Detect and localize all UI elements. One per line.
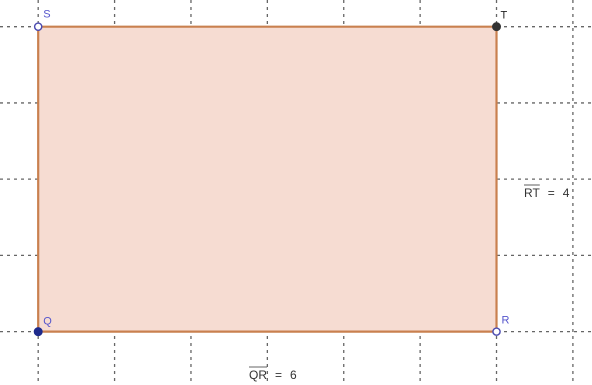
point-t[interactable] (492, 22, 502, 32)
point-label-r: R (502, 315, 510, 327)
measurement-rt-value: 4 (563, 186, 570, 200)
point-r[interactable] (492, 327, 501, 336)
measurement-rt-segment: RT (524, 186, 540, 200)
measurement-qr-segment: QR (249, 368, 267, 382)
measurement-qr-equals: = (275, 368, 282, 382)
measurement-rt-equals: = (548, 186, 555, 200)
point-label-q: Q (43, 316, 52, 328)
point-q[interactable] (33, 327, 43, 337)
measurement-qr-value: 6 (290, 368, 297, 382)
point-label-t: T (501, 10, 508, 22)
point-label-s: S (43, 9, 50, 21)
points-layer (33, 22, 502, 337)
point-s[interactable] (33, 22, 43, 31)
rectangle-edges (37, 25, 498, 333)
rectangle-region (38, 26, 497, 332)
